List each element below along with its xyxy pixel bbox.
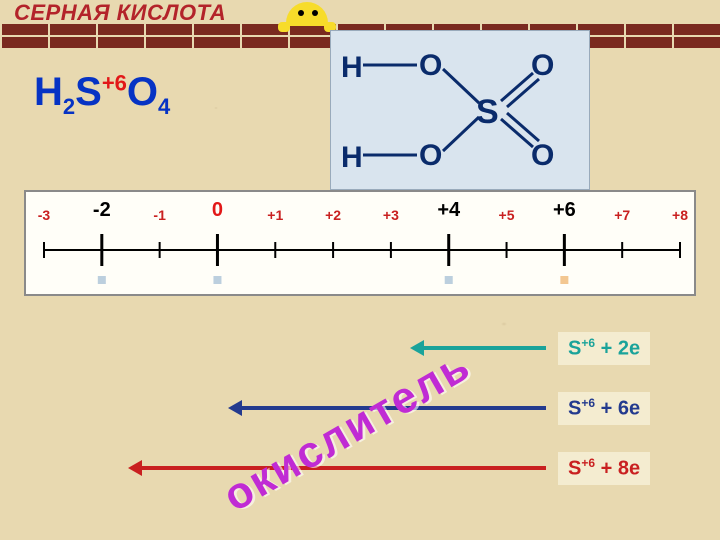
reaction-label: S+6 + 8e: [558, 452, 650, 485]
oxidation-scale: -3 -2 -1 0 +1 +2 +3 +4 +5 +6 +7 +8: [24, 190, 696, 296]
svg-text:+8: +8: [672, 207, 688, 223]
svg-text:-1: -1: [153, 207, 166, 223]
peeking-face-icon: [286, 2, 334, 32]
reaction-arrow: [138, 466, 546, 470]
h2so4-structure-diagram: H H O O S O O: [330, 30, 590, 190]
oxidizer-word: окислитель: [215, 340, 479, 522]
svg-text:+7: +7: [614, 207, 630, 223]
svg-text:+2: +2: [325, 207, 341, 223]
chemical-formula: H2S+6O4: [34, 70, 170, 120]
svg-text:-3: -3: [38, 207, 51, 223]
svg-text:+1: +1: [267, 207, 283, 223]
svg-text:+6: +6: [553, 199, 576, 221]
svg-text:0: 0: [212, 199, 223, 221]
svg-text:+4: +4: [437, 199, 461, 221]
reaction-label: S+6 + 6e: [558, 392, 650, 425]
reaction-label: S+6 + 2e: [558, 332, 650, 365]
svg-text:+3: +3: [383, 207, 399, 223]
oxidation-scale-svg: -3 -2 -1 0 +1 +2 +3 +4 +5 +6 +7 +8: [26, 192, 698, 298]
svg-text:+5: +5: [499, 207, 515, 223]
svg-text:-2: -2: [93, 199, 111, 221]
